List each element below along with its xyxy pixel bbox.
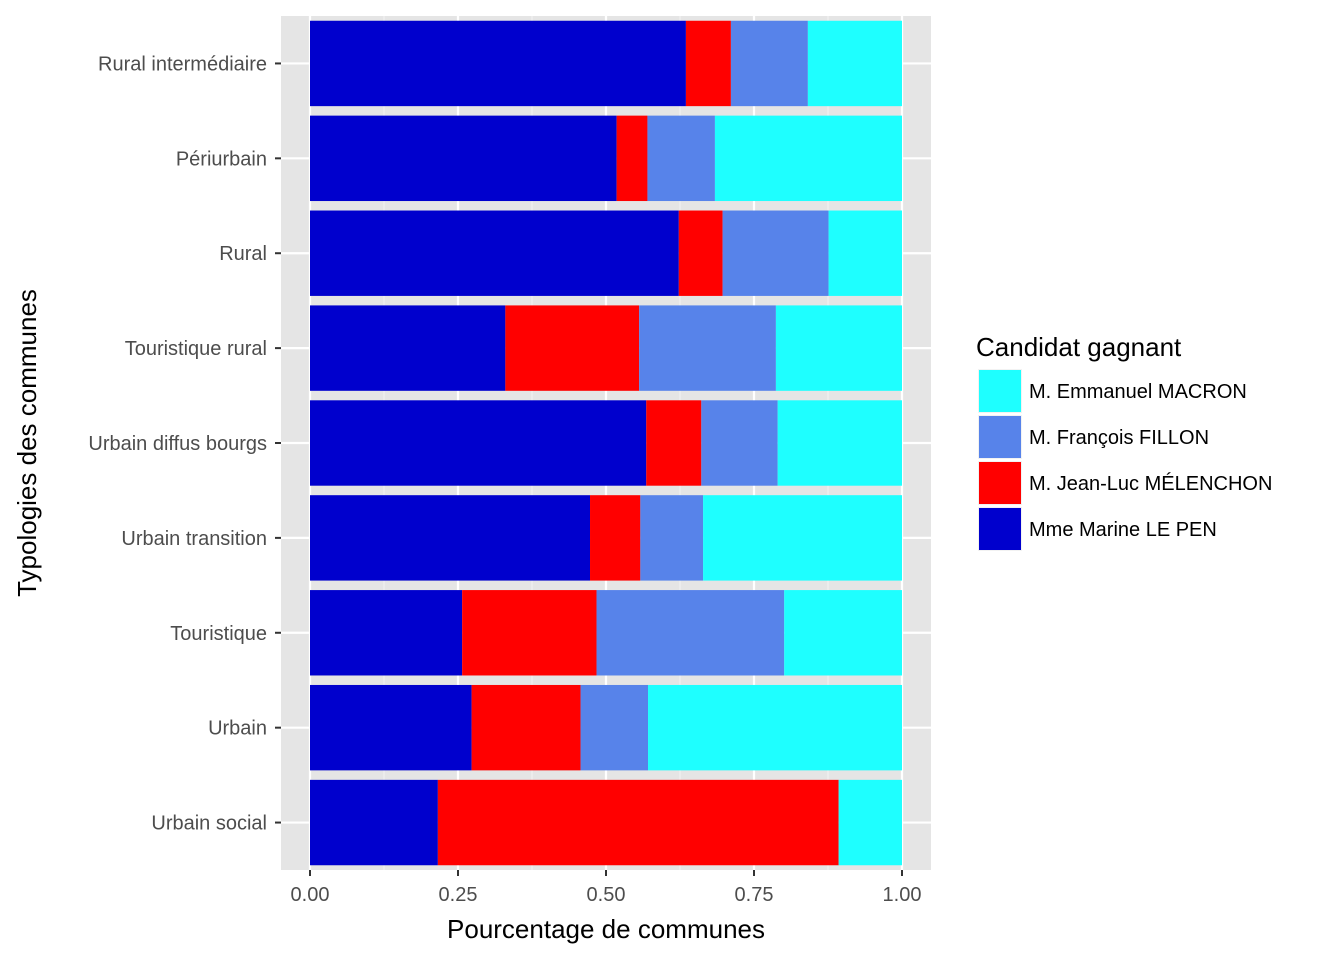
bar-segment: [678, 210, 723, 296]
y-tick-label: Rural: [219, 243, 267, 265]
bar-segment: [722, 210, 829, 296]
bar-segment: [647, 115, 715, 202]
bar-segment: [775, 305, 902, 391]
bar-segment: [646, 400, 702, 486]
y-tick-label: Urbain transition: [121, 528, 267, 550]
bar-segment: [784, 590, 902, 676]
bar-segment: [310, 115, 617, 202]
x-tick-label: 1.00: [883, 884, 922, 906]
x-tick-label: 0.50: [587, 884, 626, 906]
bar-segment: [828, 210, 902, 296]
legend: Candidat gagnant M. Emmanuel MACRON M. Fr…: [976, 332, 1272, 551]
bars: [310, 20, 902, 866]
bar-segment: [310, 779, 438, 866]
y-tick-label: Touristique rural: [125, 338, 267, 360]
legend-label: M. François FILLON: [1029, 427, 1209, 449]
y-tick-label: Rural intermédiaire: [98, 53, 267, 75]
bar-segment: [616, 115, 648, 202]
bar-segment: [714, 115, 902, 202]
legend-label: M. Jean-Luc MÉLENCHON: [1029, 472, 1272, 495]
legend-key: [979, 370, 1021, 412]
bar-segment: [310, 590, 463, 676]
bar-segment: [462, 590, 597, 676]
bar-segment: [807, 20, 902, 107]
bar-segment: [310, 210, 679, 296]
legend-key: [979, 508, 1021, 550]
bar-segment: [580, 684, 649, 771]
y-axis: Rural intermédiaire Périurbain Rural Touris…: [88, 53, 281, 835]
bar-segment: [703, 495, 902, 581]
bar-segment: [648, 684, 902, 771]
x-axis: 0.00 0.25 0.50 0.75 1.00: [291, 870, 922, 906]
bar-segment: [685, 20, 731, 107]
bar-segment: [838, 779, 902, 866]
bar-segment: [505, 305, 640, 391]
bar-segment: [310, 305, 506, 391]
bar-segment: [310, 400, 647, 486]
legend-key: [979, 416, 1021, 458]
bar-segment: [590, 495, 641, 581]
bar-segment: [596, 590, 785, 676]
y-tick-label: Urbain: [208, 718, 267, 740]
bar-segment: [310, 20, 686, 107]
bar-segment: [640, 495, 704, 581]
x-tick-label: 0.00: [291, 884, 330, 906]
bar-segment: [639, 305, 776, 391]
bar-segment: [471, 684, 581, 771]
legend-title: Candidat gagnant: [976, 332, 1182, 362]
x-tick-label: 0.75: [735, 884, 774, 906]
y-tick-label: Urbain diffus bourgs: [88, 433, 267, 455]
bar-segment: [437, 779, 839, 866]
x-axis-title: Pourcentage de communes: [447, 914, 765, 944]
bar-segment: [730, 20, 808, 107]
legend-label: M. Emmanuel MACRON: [1029, 381, 1247, 403]
bar-segment: [310, 684, 472, 771]
x-tick-label: 0.25: [439, 884, 478, 906]
y-tick-label: Touristique: [170, 623, 267, 645]
legend-label: Mme Marine LE PEN: [1029, 519, 1217, 541]
bar-segment: [310, 495, 591, 581]
y-tick-label: Périurbain: [176, 148, 267, 170]
legend-key: [979, 462, 1021, 504]
bar-segment: [777, 400, 902, 486]
y-tick-label: Urbain social: [151, 813, 267, 835]
y-axis-title: Typologies des communes: [12, 289, 42, 597]
bar-segment: [701, 400, 778, 486]
